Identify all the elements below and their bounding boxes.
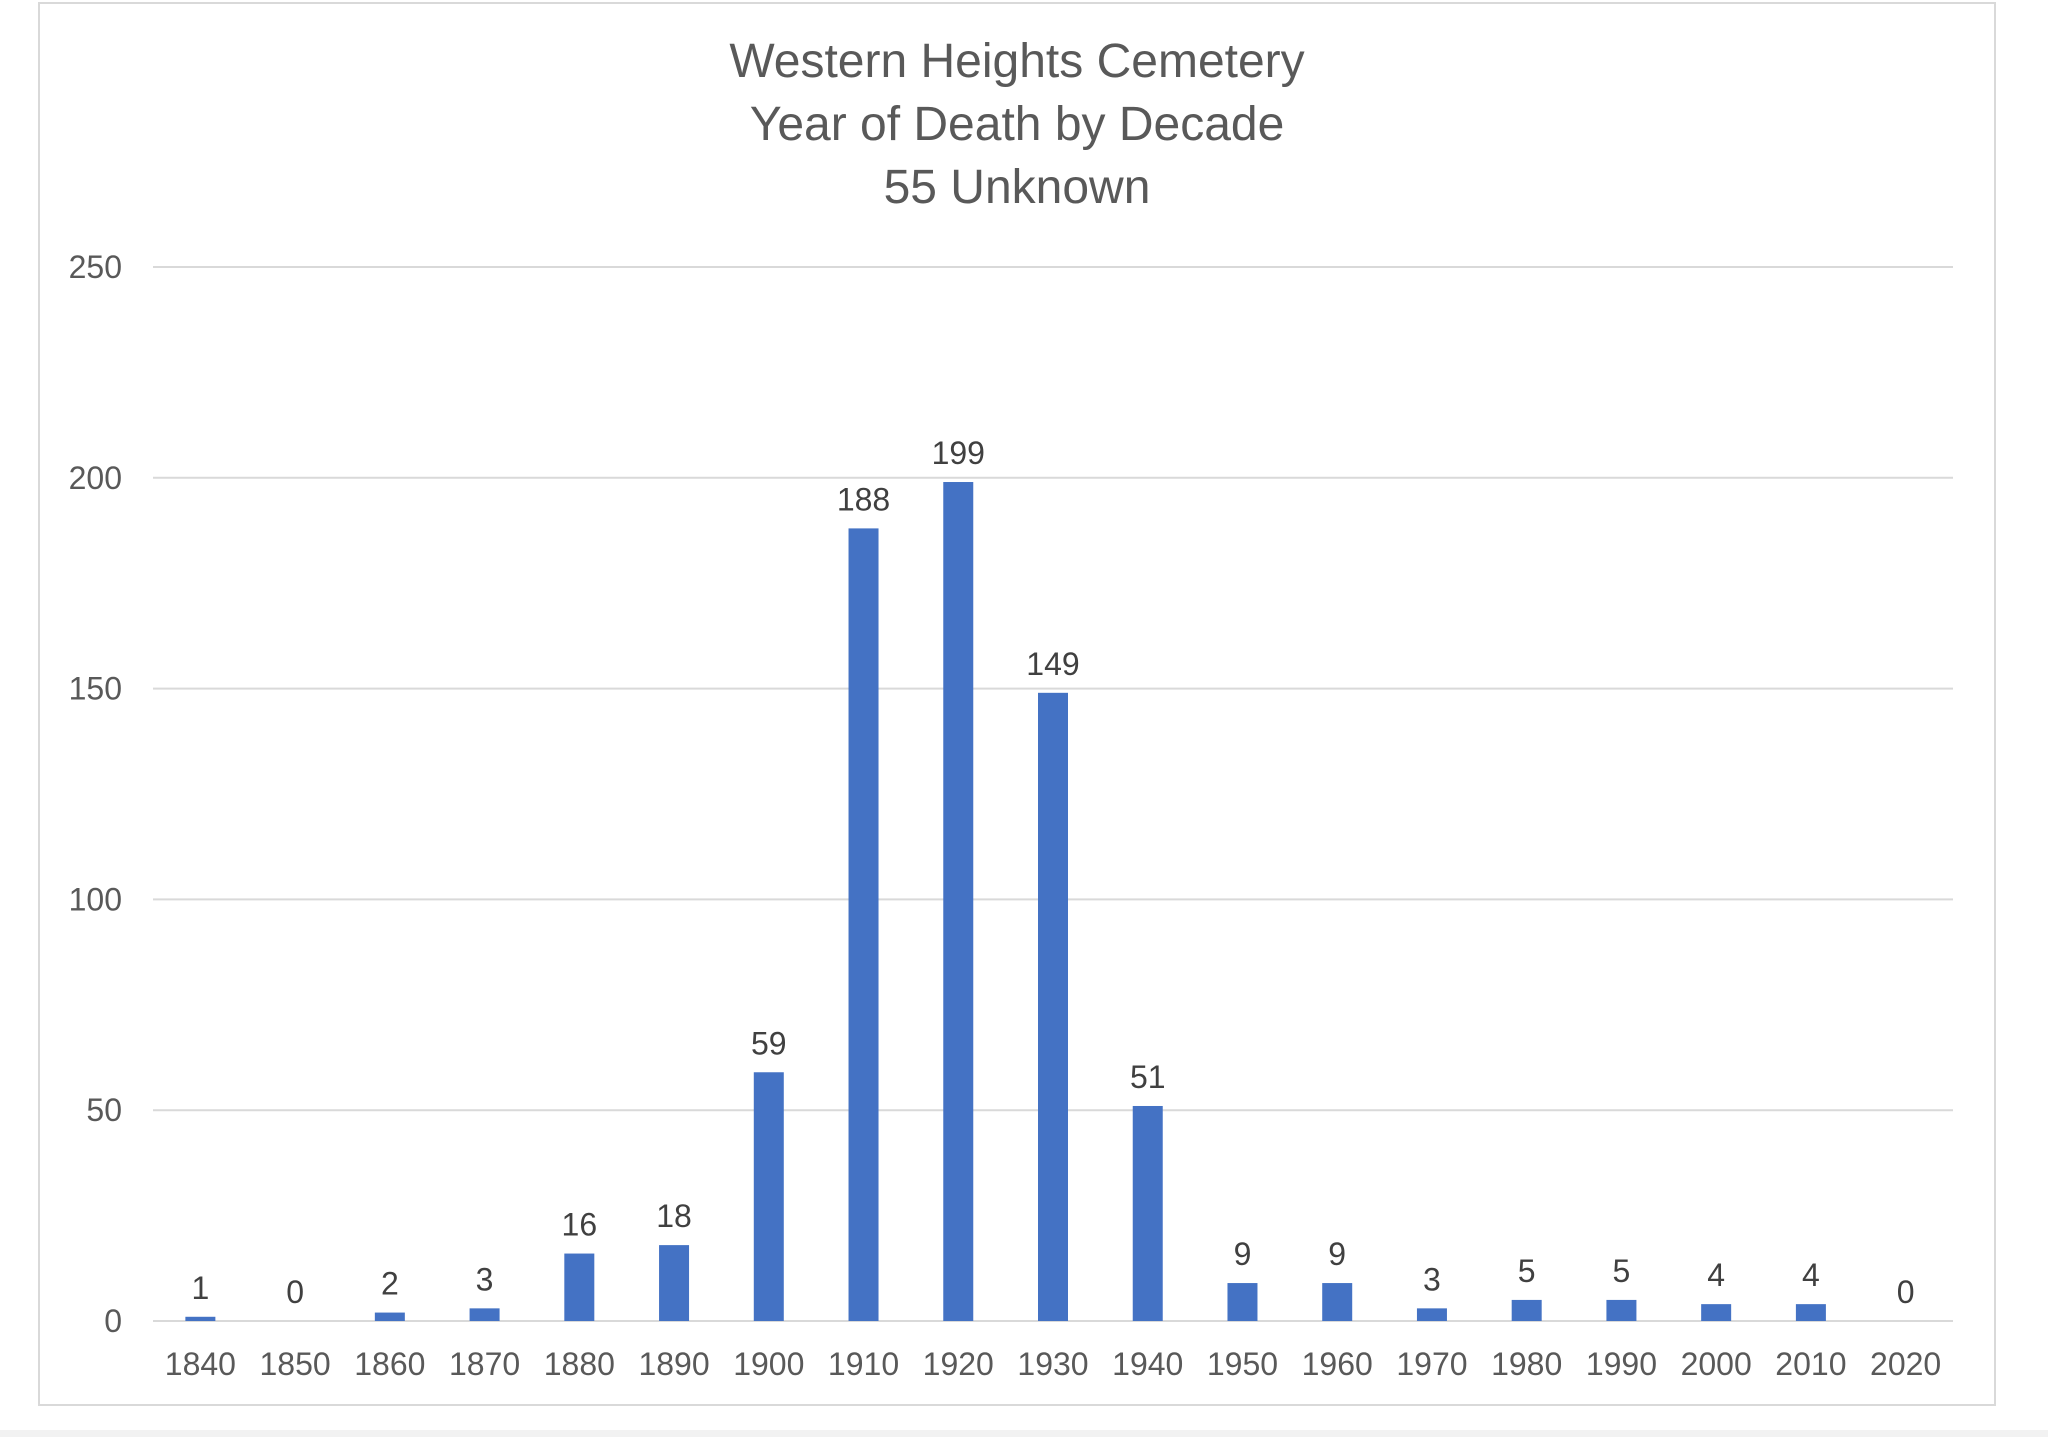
- data-label-1970: 3: [1423, 1261, 1441, 1297]
- data-label-1910: 188: [837, 481, 890, 517]
- y-axis-tick-labels: 0 50 100 150 200 250: [69, 249, 122, 1339]
- data-label-2000: 4: [1707, 1257, 1725, 1293]
- x-tick-label-1850: 1850: [260, 1346, 331, 1382]
- chart-frame: [38, 2, 1996, 1406]
- x-tick-label-1920: 1920: [923, 1346, 994, 1382]
- bar-1980: [1511, 1299, 1542, 1321]
- data-label-1990: 5: [1613, 1253, 1631, 1289]
- data-label-1980: 5: [1518, 1253, 1536, 1289]
- bar-1930: [1038, 692, 1068, 1321]
- data-label-1850: 0: [286, 1274, 304, 1310]
- data-label-1840: 1: [191, 1270, 209, 1306]
- chart-title-line-2: Year of Death by Decade: [750, 98, 1285, 151]
- x-tick-label-1940: 1940: [1112, 1346, 1183, 1382]
- x-tick-label-2020: 2020: [1870, 1346, 1941, 1382]
- bar-1890: [659, 1245, 690, 1321]
- data-label-1860: 2: [381, 1266, 399, 1302]
- bar-1950: [1227, 1283, 1258, 1321]
- x-tick-label-1950: 1950: [1207, 1346, 1278, 1382]
- data-labels: 1 0 2 3 16 18 59 188 199 149 51 9 9 3 5 5 4 4 0: [191, 435, 1914, 1310]
- x-tick-label-1840: 1840: [165, 1346, 236, 1382]
- bar-1840: [185, 1316, 216, 1321]
- bar-1860: [374, 1312, 405, 1321]
- y-tick-label-200: 200: [69, 460, 122, 496]
- data-label-1950: 9: [1234, 1236, 1252, 1272]
- data-label-1870: 3: [476, 1261, 494, 1297]
- data-label-1960: 9: [1328, 1236, 1346, 1272]
- x-tick-label-1930: 1930: [1017, 1346, 1088, 1382]
- x-tick-label-1980: 1980: [1491, 1346, 1562, 1382]
- x-tick-label-1900: 1900: [733, 1346, 804, 1382]
- bar-1990: [1606, 1299, 1637, 1321]
- x-tick-label-1960: 1960: [1302, 1346, 1373, 1382]
- y-tick-label-50: 50: [86, 1092, 122, 1128]
- y-tick-label-0: 0: [104, 1303, 122, 1339]
- x-tick-label-1880: 1880: [544, 1346, 615, 1382]
- data-label-1880: 16: [562, 1207, 598, 1243]
- x-tick-label-1970: 1970: [1396, 1346, 1467, 1382]
- bars: [185, 482, 1826, 1321]
- bar-1920: [943, 482, 974, 1321]
- data-label-1900: 59: [751, 1025, 787, 1061]
- bar-1900: [753, 1072, 784, 1321]
- data-label-1920: 199: [932, 435, 985, 471]
- y-tick-label-100: 100: [69, 881, 122, 917]
- data-label-2020: 0: [1897, 1274, 1915, 1310]
- y-tick-label-250: 250: [69, 249, 122, 285]
- data-label-1930: 149: [1026, 646, 1079, 682]
- data-label-1890: 18: [656, 1198, 692, 1234]
- x-tick-label-2010: 2010: [1775, 1346, 1846, 1382]
- bar-1960: [1322, 1283, 1353, 1321]
- data-label-1940: 51: [1130, 1059, 1166, 1095]
- y-tick-label-150: 150: [69, 671, 122, 707]
- bar-1910: [848, 528, 879, 1321]
- x-tick-label-2000: 2000: [1681, 1346, 1752, 1382]
- x-tick-label-1990: 1990: [1586, 1346, 1657, 1382]
- bar-2000: [1701, 1304, 1732, 1321]
- x-axis-tick-labels: 1840 1850 1860 1870 1880 1890 1900 1910 1920 1930…: [165, 1346, 1941, 1382]
- chart-title: Western Heights Cemetery Year of Death b…: [729, 35, 1304, 214]
- bar-2010: [1795, 1304, 1826, 1321]
- bottom-strip: [0, 1430, 2048, 1437]
- chart-title-line-1: Western Heights Cemetery: [729, 35, 1304, 88]
- bar-1880: [564, 1253, 595, 1321]
- x-tick-label-1890: 1890: [638, 1346, 709, 1382]
- bar-1940: [1132, 1105, 1163, 1321]
- x-tick-label-1910: 1910: [828, 1346, 899, 1382]
- data-label-2010: 4: [1802, 1257, 1820, 1293]
- bar-1870: [469, 1308, 500, 1321]
- x-tick-label-1860: 1860: [354, 1346, 425, 1382]
- x-tick-label-1870: 1870: [449, 1346, 520, 1382]
- bar-1970: [1416, 1308, 1447, 1321]
- chart-title-line-3: 55 Unknown: [884, 161, 1151, 214]
